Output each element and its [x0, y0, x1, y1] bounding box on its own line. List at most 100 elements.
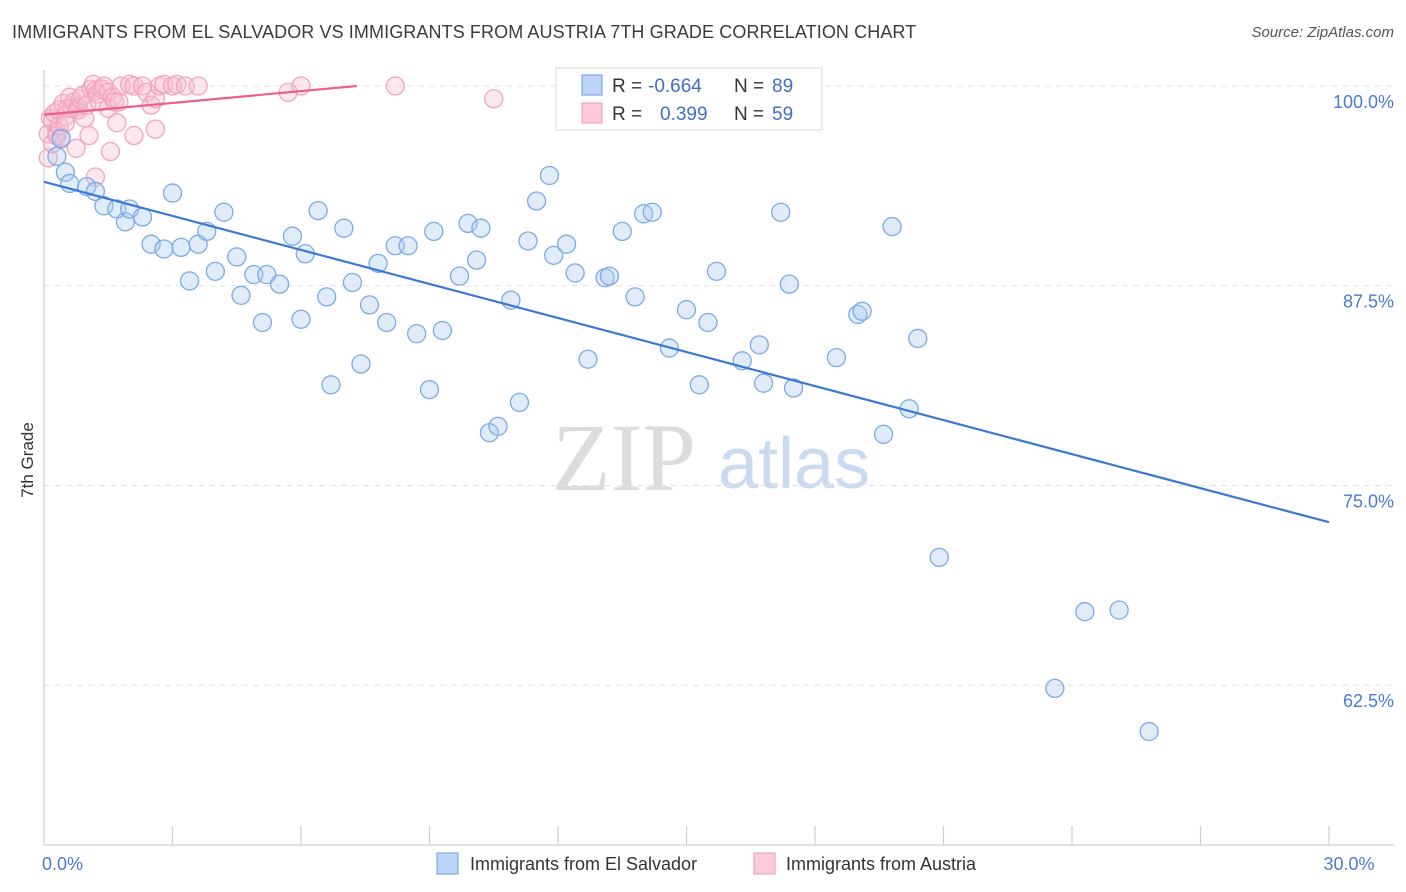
el-salvador-point-27: [291, 309, 311, 329]
axes: [43, 70, 1394, 846]
bottom-legend-label-austria: Immigrants from Austria: [786, 854, 977, 874]
el-salvador-point-12: [154, 239, 174, 259]
x-tick-label-1: 30.0%: [1323, 854, 1374, 874]
austria-point-55: [188, 76, 208, 96]
el-salvador-point-67: [689, 375, 709, 395]
el-salvador-point-60: [599, 266, 620, 286]
legend-n-value-2: 59: [772, 104, 793, 125]
el-salvador-point-33: [342, 272, 363, 293]
x-ticks: 0.0% 30.0%: [42, 826, 1375, 874]
el-salvador-point-44: [449, 266, 470, 286]
legend-n-label-2: N =: [734, 104, 764, 125]
y-tick-label-2: 75.0%: [1343, 491, 1394, 511]
el-salvador-point-57: [565, 263, 585, 283]
series-el-salvador-points: [47, 101, 1159, 742]
el-salvador-point-66: [676, 300, 697, 320]
legend-n-label-1: N =: [734, 76, 764, 97]
el-salvador-point-42: [424, 221, 444, 242]
el-salvador-point-53: [526, 191, 547, 211]
legend-swatch-austria: [581, 102, 603, 124]
el-salvador-point-14: [171, 237, 191, 258]
el-salvador-point-61: [612, 221, 632, 242]
el-salvador-point-68: [698, 312, 718, 333]
el-salvador-point-21: [231, 285, 251, 305]
austria-point-25: [79, 125, 99, 146]
el-salvador-point-84: [929, 547, 949, 568]
austria-point-18: [66, 138, 86, 158]
el-salvador-point-75: [779, 274, 799, 294]
el-salvador-point-55: [544, 245, 564, 266]
austria-point-39: [107, 113, 127, 133]
y-tick-label-0: 100.0%: [1333, 92, 1394, 112]
bottom-legend-swatch-austria: [753, 852, 776, 875]
watermark-atlas: atlas: [718, 424, 870, 504]
el-salvador-point-83: [908, 328, 928, 349]
el-salvador-point-69: [706, 261, 727, 281]
el-salvador-point-88: [1139, 721, 1159, 742]
el-salvador-point-36: [368, 253, 388, 274]
el-salvador-point-19: [214, 202, 234, 222]
source-label: Source: ZipAtlas.com: [1251, 24, 1394, 41]
austria-point-49: [145, 119, 166, 139]
el-salvador-point-37: [377, 312, 397, 333]
bottom-legend-label-el-salvador: Immigrants from El Salvador: [470, 854, 697, 874]
el-salvador-point-81: [882, 216, 902, 237]
bottom-legend-swatch-el-salvador: [436, 852, 459, 875]
el-salvador-point-31: [321, 375, 341, 395]
watermark-zip: ZIP: [552, 404, 696, 511]
el-salvador-point-29: [308, 200, 328, 221]
el-salvador-point-56: [556, 234, 577, 254]
el-salvador-point-79: [852, 301, 872, 321]
el-salvador-point-76: [783, 378, 804, 398]
legend-r-label-2: R =: [612, 104, 642, 125]
y-tick-labels: 100.0% 87.5% 75.0% 62.5%: [1333, 92, 1394, 711]
y-tick-label-1: 87.5%: [1343, 292, 1394, 312]
gridlines: [44, 85, 1394, 686]
el-salvador-point-58: [578, 349, 598, 369]
el-salvador-point-47: [471, 218, 491, 238]
el-salvador-point-43: [432, 320, 453, 341]
el-salvador-point-24: [257, 264, 277, 285]
el-salvador-trend-line: [43, 180, 1330, 524]
el-salvador-point-86: [1075, 602, 1095, 622]
el-salvador-point-0: [47, 146, 67, 166]
el-salvador-point-32: [334, 218, 354, 238]
el-salvador-point-26: [282, 226, 303, 246]
el-salvador-point-80: [873, 424, 894, 444]
austria-point-36: [100, 141, 121, 162]
el-salvador-point-74: [771, 202, 791, 222]
el-salvador-point-40: [406, 324, 427, 344]
austria-point-59: [484, 89, 504, 109]
y-axis-label: 7th Grade: [18, 422, 37, 498]
bottom-legend: Immigrants from El Salvador Immigrants f…: [436, 852, 977, 875]
y-tick-label-3: 62.5%: [1343, 691, 1394, 711]
el-salvador-point-2: [55, 162, 76, 182]
el-salvador-point-30: [317, 287, 337, 307]
el-salvador-point-1: [51, 129, 71, 149]
legend-box: R = -0.664 N = 89 R = 0.399 N = 59: [555, 67, 823, 131]
chart-title: IMMIGRANTS FROM EL SALVADOR VS IMMIGRANT…: [12, 22, 917, 42]
series-austria-points: [38, 74, 504, 187]
legend-r-label-1: R =: [612, 76, 642, 97]
el-salvador-point-62: [625, 287, 645, 307]
el-salvador-point-87: [1109, 600, 1129, 620]
el-salvador-point-49: [488, 416, 508, 436]
el-salvador-point-64: [642, 202, 662, 222]
el-salvador-point-35: [359, 295, 380, 315]
x-tick-label-0: 0.0%: [42, 854, 83, 874]
el-salvador-point-25: [269, 274, 290, 294]
el-salvador-point-46: [466, 250, 487, 270]
el-salvador-point-39: [398, 236, 418, 256]
el-salvador-point-13: [162, 183, 183, 203]
legend-n-value-1: 89: [772, 76, 793, 97]
el-salvador-point-73: [753, 373, 774, 393]
legend-r-value-1: -0.664: [648, 76, 702, 97]
el-salvador-point-72: [749, 335, 769, 355]
el-salvador-point-54: [539, 165, 560, 186]
legend-swatch-el-salvador: [581, 74, 603, 96]
el-salvador-point-20: [227, 247, 247, 267]
el-salvador-point-15: [179, 271, 200, 291]
el-salvador-point-18: [205, 261, 225, 281]
austria-point-58: [385, 76, 405, 96]
